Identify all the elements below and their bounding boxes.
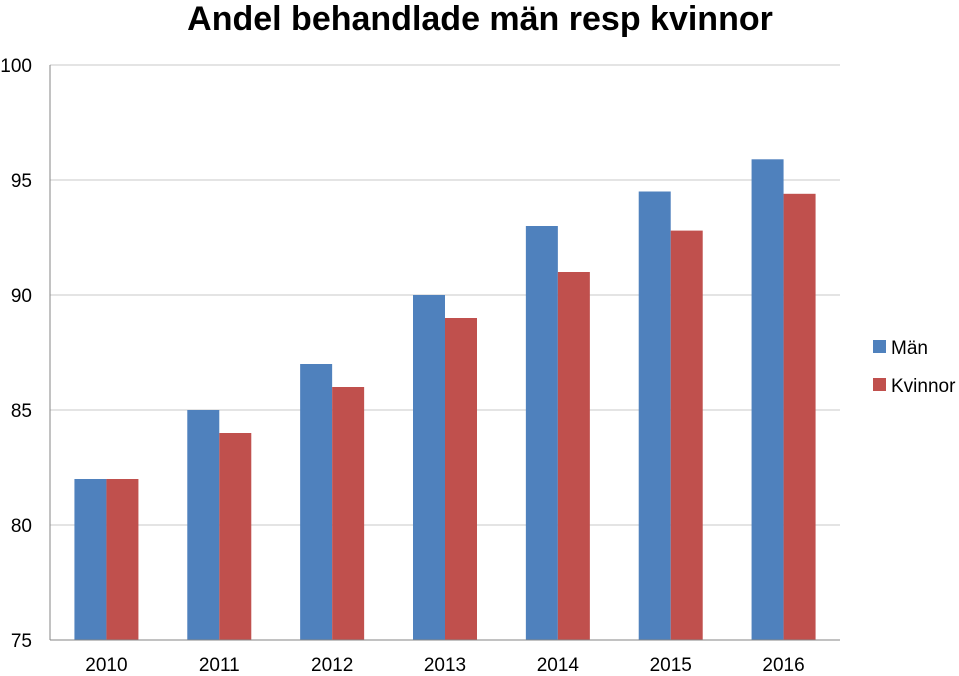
bars: [74, 159, 816, 641]
x-tick-label: 2010: [85, 655, 127, 676]
bar-män-2014: [525, 226, 558, 640]
y-tick-label: 95: [11, 171, 32, 192]
legend-swatch-kvinnor: [873, 378, 886, 391]
chart-title: Andel behandlade män resp kvinnor: [187, 0, 773, 38]
y-tick-label: 85: [11, 401, 32, 422]
bar-män-2016: [751, 159, 784, 641]
x-tick-label: 2015: [650, 655, 692, 676]
bar-kvinnor-2015: [670, 230, 703, 640]
y-axis-ticks: 75 80 85 90 95 100: [0, 56, 32, 652]
y-tick-label: 80: [11, 516, 32, 537]
x-tick-label: 2013: [424, 655, 466, 676]
legend-label-män: Män: [891, 338, 928, 359]
x-tick-label: 2016: [762, 655, 804, 676]
legend-swatch-män: [873, 340, 886, 353]
bar-män-2015: [638, 191, 671, 640]
bar-kvinnor-2011: [219, 433, 252, 640]
legend: Män Kvinnor: [873, 338, 956, 397]
bar-kvinnor-2013: [445, 318, 477, 640]
y-tick-label: 100: [0, 56, 32, 77]
bar-män-2010: [74, 479, 107, 640]
y-tick-label: 75: [11, 631, 32, 652]
bar-män-2013: [413, 295, 445, 640]
x-axis-ticks: 2010 2011 2012 2013 2014 2015 2016: [85, 655, 804, 676]
x-tick-label: 2012: [311, 655, 353, 676]
bar-män-2012: [300, 364, 333, 640]
y-tick-label: 90: [11, 286, 32, 307]
axes: [49, 65, 840, 641]
bar-kvinnor-2012: [332, 387, 365, 640]
bar-kvinnor-2010: [106, 479, 139, 640]
bar-kvinnor-2014: [557, 272, 590, 640]
legend-label-kvinnor: Kvinnor: [891, 376, 956, 397]
bar-kvinnor-2016: [783, 193, 816, 641]
bar-män-2011: [187, 410, 220, 640]
x-tick-label: 2011: [199, 655, 240, 676]
x-tick-label: 2014: [537, 655, 580, 676]
